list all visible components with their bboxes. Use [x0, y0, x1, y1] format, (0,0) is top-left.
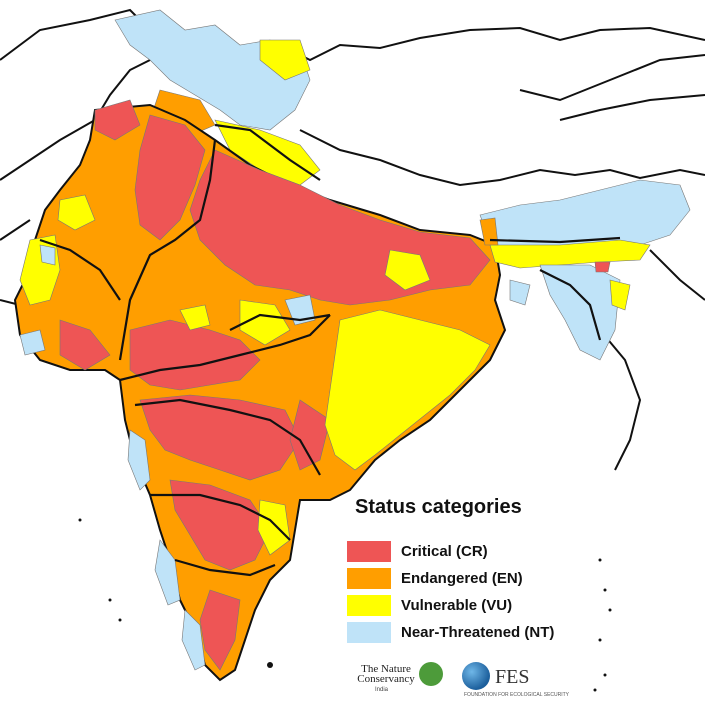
fes-logo-subtext: FOUNDATION FOR ECOLOGICAL SECURITY [464, 692, 570, 698]
legend-swatch [347, 541, 391, 562]
neighbour-country-borders [0, 8, 705, 471]
legend-label: Vulnerable (VU) [401, 597, 513, 614]
tnc-logo-text: The Nature Conservancy [357, 663, 415, 685]
northeast-basins [479, 179, 691, 361]
legend-swatch [347, 622, 391, 643]
legend-label: Near-Threatened (NT) [401, 624, 555, 641]
legend-swatch [347, 595, 391, 616]
legend-label: Endangered (EN) [401, 570, 523, 587]
tnc-logo-subtext: India [375, 687, 389, 693]
fes-logo-text: FES [495, 666, 530, 688]
near-threatened-spots [19, 244, 316, 671]
northern-basins [114, 9, 321, 186]
legend-title: Status categories [355, 496, 522, 518]
legend-swatch [347, 568, 391, 589]
leaf-icon [419, 662, 443, 686]
fes-logo: FES FOUNDATION FOR ECOLOGICAL SECURITY [462, 662, 572, 698]
tnc-logo: The Nature Conservancy India [353, 662, 448, 696]
islands [78, 518, 612, 692]
legend-label: Critical (CR) [401, 543, 488, 560]
basin-boundaries [39, 123, 621, 577]
globe-icon [462, 662, 490, 690]
